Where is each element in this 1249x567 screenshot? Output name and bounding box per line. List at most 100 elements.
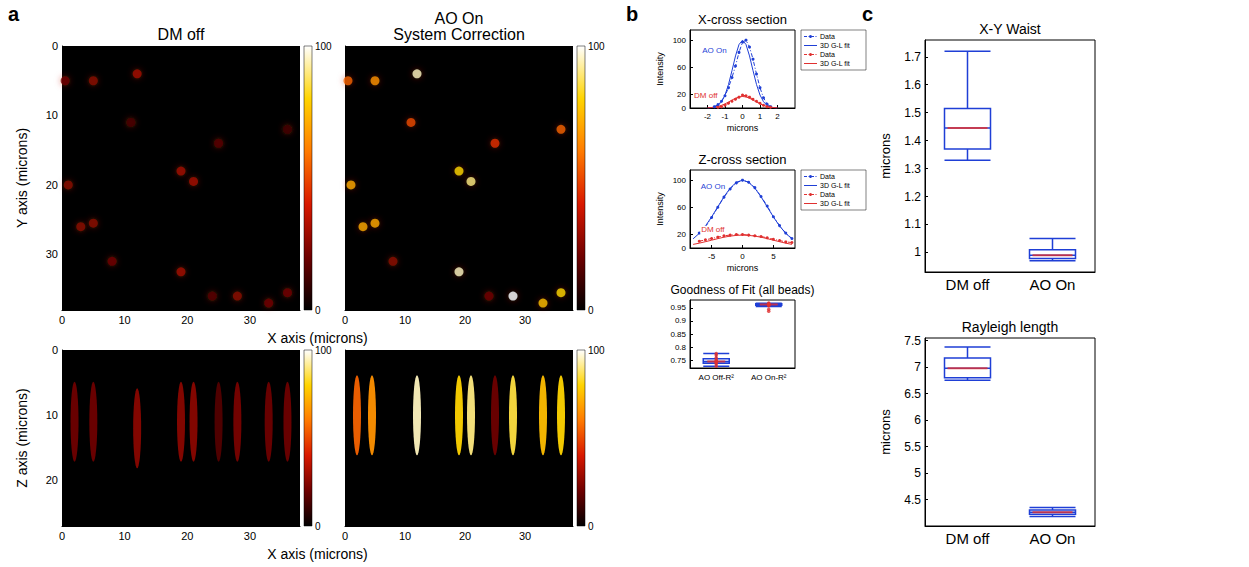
svg-text:Data: Data bbox=[820, 51, 835, 58]
svg-text:20: 20 bbox=[46, 179, 58, 191]
svg-text:0: 0 bbox=[342, 530, 348, 542]
svg-text:7.5: 7.5 bbox=[904, 334, 921, 348]
svg-text:0: 0 bbox=[315, 521, 321, 532]
svg-text:0.8: 0.8 bbox=[675, 343, 687, 352]
svg-text:0: 0 bbox=[588, 521, 594, 532]
svg-text:30: 30 bbox=[46, 248, 58, 260]
svg-text:30: 30 bbox=[519, 314, 531, 326]
svg-text:AO On: AO On bbox=[1030, 530, 1076, 547]
svg-text:1.1: 1.1 bbox=[904, 217, 921, 231]
svg-text:0: 0 bbox=[59, 530, 65, 542]
svg-text:b: b bbox=[626, 3, 638, 25]
svg-text:X-cross section: X-cross section bbox=[698, 12, 787, 27]
svg-text:0.95: 0.95 bbox=[670, 303, 686, 312]
svg-text:10: 10 bbox=[119, 314, 131, 326]
svg-text:10: 10 bbox=[399, 314, 411, 326]
svg-text:-1: -1 bbox=[721, 112, 729, 121]
svg-text:0: 0 bbox=[342, 314, 348, 326]
svg-text:0: 0 bbox=[52, 40, 58, 52]
svg-text:1: 1 bbox=[758, 112, 763, 121]
svg-text:30: 30 bbox=[244, 314, 256, 326]
svg-text:100: 100 bbox=[315, 41, 332, 52]
svg-text:Goodness of Fit (all beads): Goodness of Fit (all beads) bbox=[670, 283, 814, 297]
svg-text:1.6: 1.6 bbox=[904, 78, 921, 92]
svg-text:10: 10 bbox=[46, 109, 58, 121]
svg-text:microns: microns bbox=[878, 133, 893, 179]
svg-text:AO On: AO On bbox=[1030, 276, 1076, 293]
svg-text:0: 0 bbox=[59, 314, 65, 326]
svg-text:3D G-L fit: 3D G-L fit bbox=[820, 200, 850, 207]
svg-text:20: 20 bbox=[181, 530, 193, 542]
svg-text:1: 1 bbox=[914, 245, 921, 259]
svg-text:DM off: DM off bbox=[701, 225, 725, 234]
svg-text:Intensity: Intensity bbox=[655, 192, 665, 226]
svg-text:0: 0 bbox=[315, 305, 321, 316]
svg-text:X axis (microns): X axis (microns) bbox=[267, 546, 367, 562]
svg-text:60: 60 bbox=[677, 63, 686, 72]
svg-text:7: 7 bbox=[914, 360, 921, 374]
svg-text:0: 0 bbox=[682, 244, 687, 253]
svg-text:0: 0 bbox=[740, 112, 745, 121]
svg-text:Data: Data bbox=[820, 191, 835, 198]
svg-text:20: 20 bbox=[459, 314, 471, 326]
svg-text:6.5: 6.5 bbox=[904, 387, 921, 401]
svg-text:AO On: AO On bbox=[702, 46, 726, 55]
svg-text:a: a bbox=[8, 3, 20, 25]
svg-text:1.7: 1.7 bbox=[904, 50, 921, 64]
svg-text:10: 10 bbox=[119, 530, 131, 542]
svg-text:microns: microns bbox=[878, 409, 893, 455]
svg-text:0: 0 bbox=[52, 344, 58, 356]
svg-text:-5: -5 bbox=[708, 252, 716, 261]
svg-text:Intensity: Intensity bbox=[655, 52, 665, 86]
svg-text:AO Off-R²: AO Off-R² bbox=[699, 373, 735, 382]
svg-text:0.75: 0.75 bbox=[670, 356, 686, 365]
svg-text:5.5: 5.5 bbox=[904, 440, 921, 454]
svg-text:20: 20 bbox=[677, 90, 686, 99]
svg-text:100: 100 bbox=[588, 41, 605, 52]
svg-text:100: 100 bbox=[315, 345, 332, 356]
svg-text:4.5: 4.5 bbox=[904, 493, 921, 507]
svg-text:20: 20 bbox=[677, 230, 686, 239]
svg-text:0: 0 bbox=[682, 104, 687, 113]
svg-text:20: 20 bbox=[459, 530, 471, 542]
svg-text:0: 0 bbox=[588, 305, 594, 316]
svg-text:6: 6 bbox=[914, 413, 921, 427]
svg-text:Z-cross section: Z-cross section bbox=[698, 152, 786, 167]
svg-text:20: 20 bbox=[181, 314, 193, 326]
svg-text:5: 5 bbox=[914, 466, 921, 480]
svg-text:microns: microns bbox=[727, 123, 759, 133]
svg-text:0.85: 0.85 bbox=[670, 330, 686, 339]
svg-text:10: 10 bbox=[46, 409, 58, 421]
svg-text:DM off: DM off bbox=[946, 530, 991, 547]
svg-text:100: 100 bbox=[673, 36, 687, 45]
svg-text:AO On: AO On bbox=[701, 182, 725, 191]
svg-text:1.5: 1.5 bbox=[904, 106, 921, 120]
svg-text:-2: -2 bbox=[704, 112, 712, 121]
svg-text:0: 0 bbox=[740, 252, 745, 261]
svg-text:AO On-R²: AO On-R² bbox=[751, 373, 787, 382]
svg-text:DM off: DM off bbox=[158, 26, 205, 43]
svg-text:X-Y Waist: X-Y Waist bbox=[979, 21, 1041, 37]
svg-text:microns: microns bbox=[727, 263, 759, 273]
svg-text:3D G-L fit: 3D G-L fit bbox=[820, 182, 850, 189]
svg-text:0.9: 0.9 bbox=[675, 316, 687, 325]
svg-text:Rayleigh length: Rayleigh length bbox=[962, 319, 1059, 335]
svg-text:60: 60 bbox=[677, 203, 686, 212]
svg-text:Y axis (microns): Y axis (microns) bbox=[14, 128, 30, 228]
svg-text:Z axis (microns): Z axis (microns) bbox=[14, 388, 30, 488]
svg-text:20: 20 bbox=[46, 474, 58, 486]
svg-text:3D G-L fit: 3D G-L fit bbox=[820, 60, 850, 67]
svg-text:AO On: AO On bbox=[435, 10, 484, 27]
svg-text:100: 100 bbox=[588, 345, 605, 356]
svg-text:1.4: 1.4 bbox=[904, 134, 921, 148]
svg-text:DM off: DM off bbox=[694, 91, 718, 100]
svg-text:5: 5 bbox=[771, 252, 776, 261]
svg-text:2: 2 bbox=[775, 112, 780, 121]
svg-text:c: c bbox=[862, 3, 873, 25]
svg-text:3D G-L fit: 3D G-L fit bbox=[820, 42, 850, 49]
svg-text:100: 100 bbox=[673, 176, 687, 185]
svg-text:System Correction: System Correction bbox=[393, 26, 525, 43]
svg-text:Data: Data bbox=[820, 33, 835, 40]
svg-text:10: 10 bbox=[399, 530, 411, 542]
svg-text:1.2: 1.2 bbox=[904, 190, 921, 204]
